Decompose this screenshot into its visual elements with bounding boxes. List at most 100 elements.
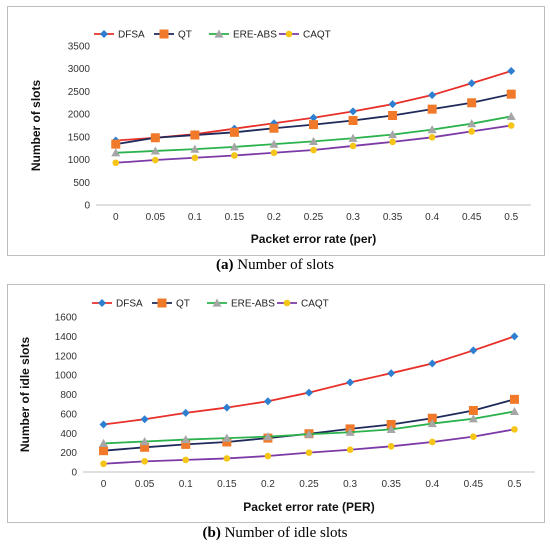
y-tick-label: 500 [73,178,90,189]
legend-label: QT [178,30,192,41]
data-point [112,159,120,167]
data-point [346,446,354,454]
y-tick-label: 200 [60,448,77,459]
data-point [305,449,313,456]
x-tick-label: 0.5 [508,479,522,490]
chart-idle-slots: 0 200 400 600 800 1000 1200 1400 1600 0 0.05 0.1 0.1… [18,298,535,514]
y-tick-label: 1000 [55,371,78,382]
data-point [191,154,199,162]
data-point [190,130,200,140]
caption-label: (b) [202,525,221,541]
data-point [509,406,519,416]
caption-idle-slots: (b) Number of idle slots [0,525,550,542]
data-point [181,408,190,417]
legend-label: CAQT [301,299,329,310]
legend-marker [214,29,224,38]
legend-label: QT [176,299,190,310]
x-tick-label: 0.15 [225,212,245,223]
data-point [99,446,109,456]
data-point [190,144,200,153]
data-point [305,388,313,397]
data-point [510,332,519,341]
data-point [182,456,190,464]
data-point [152,156,159,164]
chart-panel-idle-slots: 0 200 400 600 800 1000 1200 1400 1600 0 0.05 0.1 0.1… [7,284,545,523]
data-point [99,438,109,448]
data-point [469,346,478,355]
legend-item: QT [154,29,192,41]
x-tick-label: 0.3 [346,212,360,223]
data-point [111,148,121,157]
data-point [140,415,149,424]
legend-label: CAQT [303,30,331,41]
data-point [100,460,107,468]
legend-label: ERE-ABS [233,30,277,41]
data-point [506,89,516,99]
x-tick-label: 0.05 [135,479,155,490]
x-tick-label: 0.1 [188,212,202,223]
data-point [140,436,150,446]
data-point [349,107,358,116]
legend-item: DFSA [94,30,145,41]
legend-marker [212,298,222,307]
data-point [150,146,160,155]
x-tick-label: 0.45 [462,212,482,223]
y-tick-label: 1600 [55,313,78,324]
data-point [507,122,515,129]
data-point [388,130,398,139]
legend-item: ERE-ABS [209,29,277,41]
x-tick-label: 0.2 [267,212,281,223]
y-tick-label: 0 [71,468,77,479]
data-point [467,79,476,88]
legend-label: DFSA [118,30,145,41]
data-point [229,142,239,151]
data-point [386,424,396,433]
chart-slots: 0 500 1000 1500 2000 2500 3000 3500 0 0.05 0.1 0.15… [29,29,531,246]
data-point [263,432,273,441]
y-tick-label: 1400 [55,332,78,343]
series-qt [111,89,516,149]
data-point [269,123,279,133]
y-tick-label: 800 [60,390,77,401]
data-point [181,439,191,449]
legend-item: CAQT [279,30,331,41]
data-point [345,427,355,436]
legend: DFSA QT ERE-ABS CAQT [94,29,331,41]
series-ere-abs [99,406,519,448]
legend-marker [157,298,167,308]
data-point [467,119,477,128]
data-point [427,125,437,134]
data-point [507,66,516,75]
series-line [103,335,515,426]
data-point [467,98,477,108]
y-tick-label: 2000 [68,110,91,121]
x-tick-label: 0.4 [425,479,439,490]
data-point [263,397,272,406]
data-point [141,458,148,465]
x-axis-title: Packet error rate (per) [251,232,376,246]
data-point [264,452,272,460]
legend-label: ERE-ABS [231,299,275,310]
data-point [346,378,355,387]
data-point [309,113,318,122]
data-point [229,127,239,137]
data-point [270,149,278,157]
series-qt [99,394,519,456]
caption-text: Number of slots [237,257,334,273]
data-point [428,134,436,141]
data-point [181,435,191,444]
x-tick-label: 0.1 [179,479,193,490]
y-tick-label: 2500 [68,87,91,98]
data-point [99,420,108,429]
data-point [304,429,314,438]
caption-label: (a) [216,257,234,273]
y-axis-title: Number of idle slots [18,337,32,453]
data-point [310,146,317,154]
data-point [222,433,232,442]
y-tick-label: 3500 [68,42,91,53]
x-tick-label: 0.2 [261,479,275,490]
data-point [140,442,150,452]
data-point [222,403,231,412]
legend-item: ERE-ABS [207,298,275,310]
y-tick-label: 1500 [68,132,91,143]
